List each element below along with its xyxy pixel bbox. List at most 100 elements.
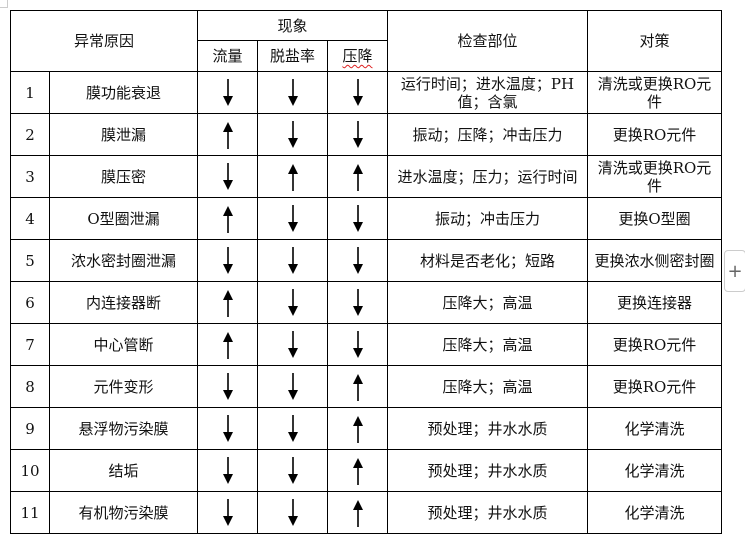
header-countermeasure: 对策 [587, 10, 722, 72]
row-check-location: 压降大；高温 [387, 323, 588, 366]
arrow-down-icon [287, 120, 298, 148]
arrow-down-icon [352, 330, 363, 358]
arrow-up-icon [352, 415, 363, 443]
row-check-location: 预处理；井水水质 [387, 449, 588, 492]
row-number: 8 [10, 365, 50, 408]
row-cause: 元件变形 [49, 365, 198, 408]
row-number: 7 [10, 323, 50, 366]
row-flow [197, 155, 258, 198]
row-cause: 有机物污染膜 [49, 491, 198, 534]
row-cause: 悬浮物污染膜 [49, 407, 198, 450]
row-number: 9 [10, 407, 50, 450]
row-flow [197, 449, 258, 492]
row-cause: O型圈泄漏 [49, 197, 198, 240]
arrow-up-icon [222, 121, 233, 149]
arrow-down-icon [352, 120, 363, 148]
arrow-down-icon [222, 414, 233, 442]
row-salt-rejection [257, 491, 328, 534]
arrow-down-icon [222, 456, 233, 484]
header-pressure-drop: 压降 [327, 40, 388, 72]
row-pressure-drop [327, 449, 388, 492]
row-salt-rejection [257, 197, 328, 240]
row-salt-rejection [257, 323, 328, 366]
arrow-up-icon [352, 457, 363, 485]
row-flow [197, 71, 258, 114]
row-check-location: 材料是否老化；短路 [387, 239, 588, 282]
row-pressure-drop [327, 71, 388, 114]
table-row: 5 浓水密封圈泄漏 材料是否老化；短路 更换浓水侧密封圈 [10, 239, 722, 282]
row-cause: 内连接器断 [49, 281, 198, 324]
row-salt-rejection [257, 113, 328, 156]
header-check-location: 检查部位 [387, 10, 588, 72]
row-countermeasure: 更换RO元件 [587, 365, 722, 408]
table-row: 9 悬浮物污染膜 预处理；井水水质 化学清洗 [10, 407, 722, 450]
row-cause: 浓水密封圈泄漏 [49, 239, 198, 282]
row-pressure-drop [327, 197, 388, 240]
row-pressure-drop [327, 155, 388, 198]
table-row: 8 元件变形 压降大；高温 更换RO元件 [10, 365, 722, 408]
row-salt-rejection [257, 365, 328, 408]
row-flow [197, 323, 258, 366]
header-flow: 流量 [197, 40, 258, 72]
arrow-down-icon [352, 288, 363, 316]
arrow-down-icon [287, 330, 298, 358]
row-cause: 膜压密 [49, 155, 198, 198]
row-cause: 膜泄漏 [49, 113, 198, 156]
row-flow [197, 239, 258, 282]
row-salt-rejection [257, 155, 328, 198]
row-countermeasure: 更换浓水侧密封圈 [587, 239, 722, 282]
row-cause: 结垢 [49, 449, 198, 492]
arrow-up-icon [222, 331, 233, 359]
table-row: 2 膜泄漏 振动；压降；冲击压力 更换RO元件 [10, 113, 722, 156]
arrow-down-icon [287, 246, 298, 274]
row-countermeasure: 更换连接器 [587, 281, 722, 324]
row-pressure-drop [327, 239, 388, 282]
arrow-down-icon [352, 204, 363, 232]
row-check-location: 预处理；井水水质 [387, 491, 588, 534]
arrow-up-icon [352, 499, 363, 527]
table-row: 3 膜压密 进水温度；压力；运行时间 清洗或更换RO元件 [10, 155, 722, 198]
arrow-down-icon [352, 78, 363, 106]
arrow-down-icon [287, 372, 298, 400]
row-flow [197, 113, 258, 156]
row-salt-rejection [257, 407, 328, 450]
row-flow [197, 365, 258, 408]
row-countermeasure: 化学清洗 [587, 449, 722, 492]
row-countermeasure: 化学清洗 [587, 491, 722, 534]
arrow-down-icon [222, 162, 233, 190]
arrow-down-icon [287, 498, 298, 526]
page-corner-marker [0, 0, 8, 8]
row-number: 1 [10, 71, 50, 114]
arrow-down-icon [287, 414, 298, 442]
row-pressure-drop [327, 365, 388, 408]
arrow-down-icon [352, 246, 363, 274]
row-check-location: 振动；压降；冲击压力 [387, 113, 588, 156]
row-number: 2 [10, 113, 50, 156]
arrow-down-icon [287, 204, 298, 232]
arrow-down-icon [287, 288, 298, 316]
row-number: 4 [10, 197, 50, 240]
row-flow [197, 197, 258, 240]
row-countermeasure: 更换RO元件 [587, 323, 722, 366]
arrow-down-icon [222, 246, 233, 274]
row-pressure-drop [327, 281, 388, 324]
arrow-up-icon [222, 205, 233, 233]
header-cause: 异常原因 [10, 10, 198, 72]
row-flow [197, 407, 258, 450]
arrow-down-icon [287, 456, 298, 484]
row-number: 5 [10, 239, 50, 282]
row-check-location: 振动；冲击压力 [387, 197, 588, 240]
row-check-location: 运行时间；进水温度；PH值；含氯 [387, 71, 588, 114]
add-button[interactable]: + [724, 250, 745, 292]
table-row: 11 有机物污染膜 预处理；井水水质 化学清洗 [10, 491, 722, 534]
row-countermeasure: 更换RO元件 [587, 113, 722, 156]
row-cause: 中心管断 [49, 323, 198, 366]
table-row: 4 O型圈泄漏 振动；冲击压力 更换O型圈 [10, 197, 722, 240]
row-flow [197, 491, 258, 534]
row-number: 6 [10, 281, 50, 324]
header-phenomenon: 现象 [197, 10, 388, 41]
row-salt-rejection [257, 71, 328, 114]
row-salt-rejection [257, 449, 328, 492]
row-salt-rejection [257, 281, 328, 324]
row-pressure-drop [327, 113, 388, 156]
